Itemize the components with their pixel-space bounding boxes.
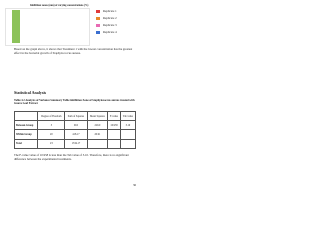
heading: Statistical Analysis [14, 90, 47, 95]
legend-item: Replicate 1 [96, 9, 117, 13]
table-cell: 20.91 [86, 129, 109, 140]
table-cell: Total [13, 138, 39, 149]
table-cell: 3 [37, 120, 66, 131]
table-cell [119, 138, 137, 149]
table-cell [107, 138, 121, 149]
table-row: Within Group 20 418.17 20.91 [13, 129, 137, 140]
legend-label: Replicate 4 [103, 30, 117, 34]
bar-shape [12, 10, 20, 43]
table-cell: 916 [64, 120, 88, 131]
table-cell: 229.0 [86, 120, 109, 131]
header-cell: F-value [107, 110, 121, 122]
legend-item: Replicate 2 [96, 16, 117, 20]
table-cell: 23 [37, 138, 66, 149]
paragraph: Based on the graph above, it shows that … [14, 47, 133, 55]
table-cell: Between Group [13, 120, 39, 131]
legend-label: Replicate 2 [103, 16, 117, 20]
legend-label: Replicate 1 [103, 9, 117, 13]
table: Degree of Freedom Sum of Squares Mean Squa… [13, 110, 137, 149]
table-cell [107, 129, 121, 140]
table-cell: 1334.17 [64, 138, 88, 149]
legend-label: Replicate 3 [103, 23, 117, 27]
table-cell: 3.10 [119, 120, 137, 131]
table-cell [119, 129, 137, 140]
header-cell: Degree of Freedom [37, 110, 66, 122]
table-cell: 20 [37, 129, 66, 140]
table-cell [86, 138, 109, 149]
legend-item: Replicate 4 [96, 30, 117, 34]
legend-item: Replicate 3 [96, 23, 117, 27]
header-cell: Mean Squares [86, 110, 109, 122]
figure-caption: Inhibition zones (mm) of varying concent… [30, 4, 89, 7]
page-number: 36 [133, 183, 136, 187]
table-row: Between Group 3 916 229.0 10.958 3.10 [13, 120, 137, 131]
header-cell: Sum of Squares [64, 110, 88, 122]
chart-area [5, 8, 90, 46]
paragraph: The F-value value of 10.958 is less than… [14, 153, 129, 161]
header-cell: Tab value [119, 110, 137, 122]
table-row: Total 23 1334.17 [13, 138, 137, 149]
table-cell: Within Group [13, 129, 39, 140]
table-caption: Table 4.2 Analysis of Variance Summary T… [14, 99, 135, 106]
table-header: Degree of Freedom Sum of Squares Mean Squa… [13, 110, 137, 122]
header-cell [13, 110, 39, 122]
page: Inhibition zones (mm) of varying concent… [0, 0, 149, 198]
table-cell: 418.17 [64, 129, 88, 140]
table-cell: 10.958 [107, 120, 121, 131]
